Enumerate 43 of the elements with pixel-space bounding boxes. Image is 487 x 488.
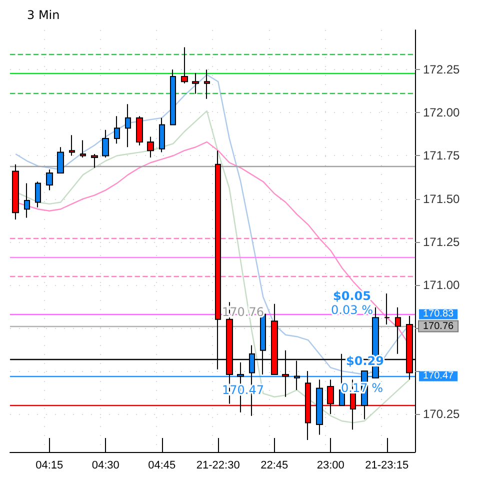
annotation: $0.05 — [333, 289, 371, 303]
candlestick — [24, 182, 30, 218]
ref-line-label: 170.76 — [423, 320, 454, 332]
candlestick — [125, 104, 131, 148]
candlestick — [305, 370, 311, 440]
candlestick — [159, 117, 165, 153]
y-tick-label: 172.00 — [423, 106, 460, 120]
x-tick-label: 04:45 — [148, 460, 176, 472]
candlestick — [136, 116, 143, 146]
candlestick — [91, 154, 98, 168]
candlestick — [327, 379, 334, 415]
y-tick-label: 170.25 — [423, 407, 460, 422]
candlestick — [316, 379, 323, 436]
candlestick — [395, 306, 401, 354]
candlestick — [147, 136, 154, 158]
y-tick-label: 171.25 — [423, 234, 460, 249]
candlestick — [170, 69, 176, 126]
candlestick — [69, 134, 75, 156]
candlestick — [384, 293, 390, 326]
candlestick — [192, 72, 199, 94]
ref-line-label: 170.83 — [423, 308, 454, 320]
y-tick-label: 171.50 — [423, 192, 460, 206]
y-tick-label: 171.75 — [423, 148, 460, 163]
annotation: 0.03 % — [331, 303, 373, 317]
x-tick-label: 21-23:15 — [365, 460, 409, 472]
candlestick — [204, 69, 210, 100]
candlestick — [46, 169, 53, 191]
candlestick — [12, 164, 19, 220]
x-tick-label: 04:30 — [92, 460, 120, 472]
ref-line-label: 170.47 — [423, 370, 454, 382]
candlestick — [57, 146, 64, 174]
candlestick — [114, 116, 120, 144]
y-tick-label: 171.00 — [423, 278, 460, 292]
candlestick — [35, 181, 41, 208]
candlestick — [80, 140, 86, 158]
x-tick-label: 23:00 — [316, 460, 344, 472]
x-tick-label: 04:15 — [36, 460, 64, 472]
candlestick — [102, 129, 109, 158]
chart-title: 3 Min — [27, 8, 60, 22]
y-tick-label: 172.25 — [423, 62, 460, 77]
candlestick — [181, 46, 188, 84]
x-tick-label: 21-22:30 — [196, 460, 240, 472]
x-tick-label: 22:45 — [260, 460, 288, 472]
